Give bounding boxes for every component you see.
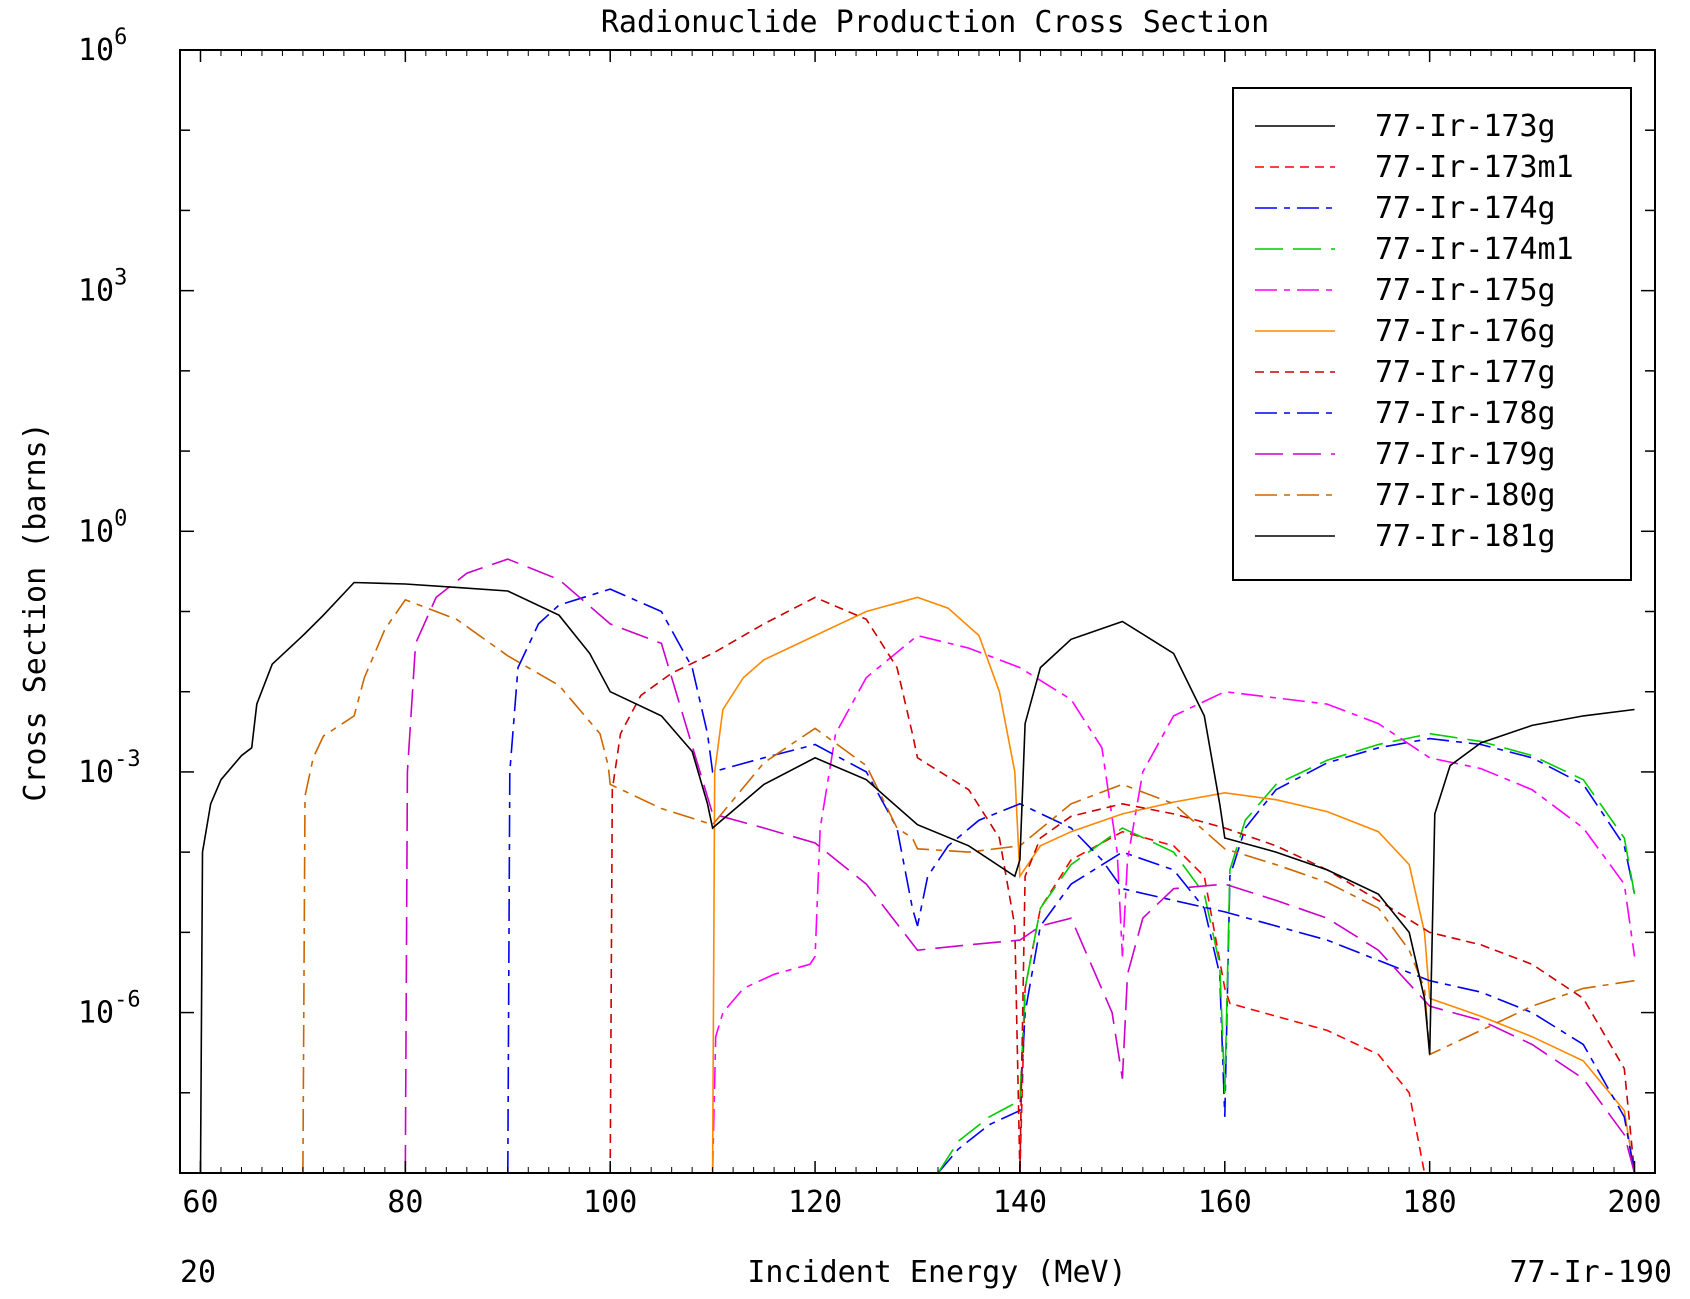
series-line-77-ir-181g bbox=[199, 581, 1635, 1173]
x-tick-label: 160 bbox=[1198, 1185, 1252, 1220]
series-line-77-ir-179g bbox=[404, 558, 1636, 1173]
series-line-77-ir-174m1 bbox=[937, 732, 1636, 1173]
legend-label: 77-Ir-174m1 bbox=[1375, 232, 1574, 267]
footer-left: 20 bbox=[180, 1255, 216, 1290]
series-line-77-ir-177g bbox=[609, 596, 1636, 1173]
series-line-77-ir-176g bbox=[711, 596, 1636, 1173]
x-axis-label: Incident Energy (MeV) bbox=[747, 1255, 1126, 1290]
y-tick-label: 103 bbox=[78, 266, 127, 309]
legend-label: 77-Ir-180g bbox=[1375, 478, 1556, 513]
y-tick-label: 10-6 bbox=[78, 988, 141, 1031]
legend: 77-Ir-173g 77-Ir-173m1 77-Ir-174g 77-Ir-174… bbox=[1232, 87, 1632, 581]
series-line-77-ir-173m1 bbox=[1019, 830, 1426, 1173]
plot-lines bbox=[199, 558, 1636, 1173]
legend-label: 77-Ir-176g bbox=[1375, 314, 1556, 349]
x-tick-label: 120 bbox=[788, 1185, 842, 1220]
legend-label: 77-Ir-173g bbox=[1375, 109, 1556, 144]
y-tick-label: 10-3 bbox=[78, 747, 141, 790]
legend-label: 77-Ir-174g bbox=[1375, 191, 1556, 226]
series-line-77-ir-174g bbox=[937, 737, 1636, 1173]
y-axis-label: Cross Section (barns) bbox=[18, 422, 53, 801]
legend-box bbox=[1232, 87, 1632, 581]
series-line-77-ir-175g bbox=[711, 634, 1636, 1173]
legend-label: 77-Ir-175g bbox=[1375, 273, 1556, 308]
legend-items: 77-Ir-173g 77-Ir-173m1 77-Ir-174g 77-Ir-174… bbox=[1255, 109, 1574, 554]
series-line-77-ir-180g bbox=[302, 598, 1635, 1173]
y-tick-label: 106 bbox=[78, 25, 127, 68]
chart-title: Radionuclide Production Cross Section bbox=[601, 5, 1269, 40]
y-tick-labels: 106 103 100 10-3 10-6 bbox=[78, 25, 141, 1031]
legend-label: 77-Ir-181g bbox=[1375, 519, 1556, 554]
legend-label: 77-Ir-179g bbox=[1375, 437, 1556, 472]
x-tick-label: 100 bbox=[583, 1185, 637, 1220]
x-tick-label: 140 bbox=[993, 1185, 1047, 1220]
legend-label: 77-Ir-178g bbox=[1375, 396, 1556, 431]
x-tick-labels: 60 80 100 120 140 160 180 200 bbox=[182, 1185, 1661, 1220]
legend-label: 77-Ir-173m1 bbox=[1375, 150, 1574, 185]
x-tick-label: 60 bbox=[182, 1185, 218, 1220]
y-tick-label: 100 bbox=[78, 506, 127, 549]
x-tick-label: 200 bbox=[1607, 1185, 1661, 1220]
legend-label: 77-Ir-177g bbox=[1375, 355, 1556, 390]
series-line-77-ir-178g bbox=[507, 588, 1636, 1173]
footer-right: 77-Ir-190 bbox=[1509, 1255, 1672, 1290]
axis-ticks bbox=[179, 49, 1656, 1173]
x-tick-label: 180 bbox=[1403, 1185, 1457, 1220]
x-tick-label: 80 bbox=[387, 1185, 423, 1220]
